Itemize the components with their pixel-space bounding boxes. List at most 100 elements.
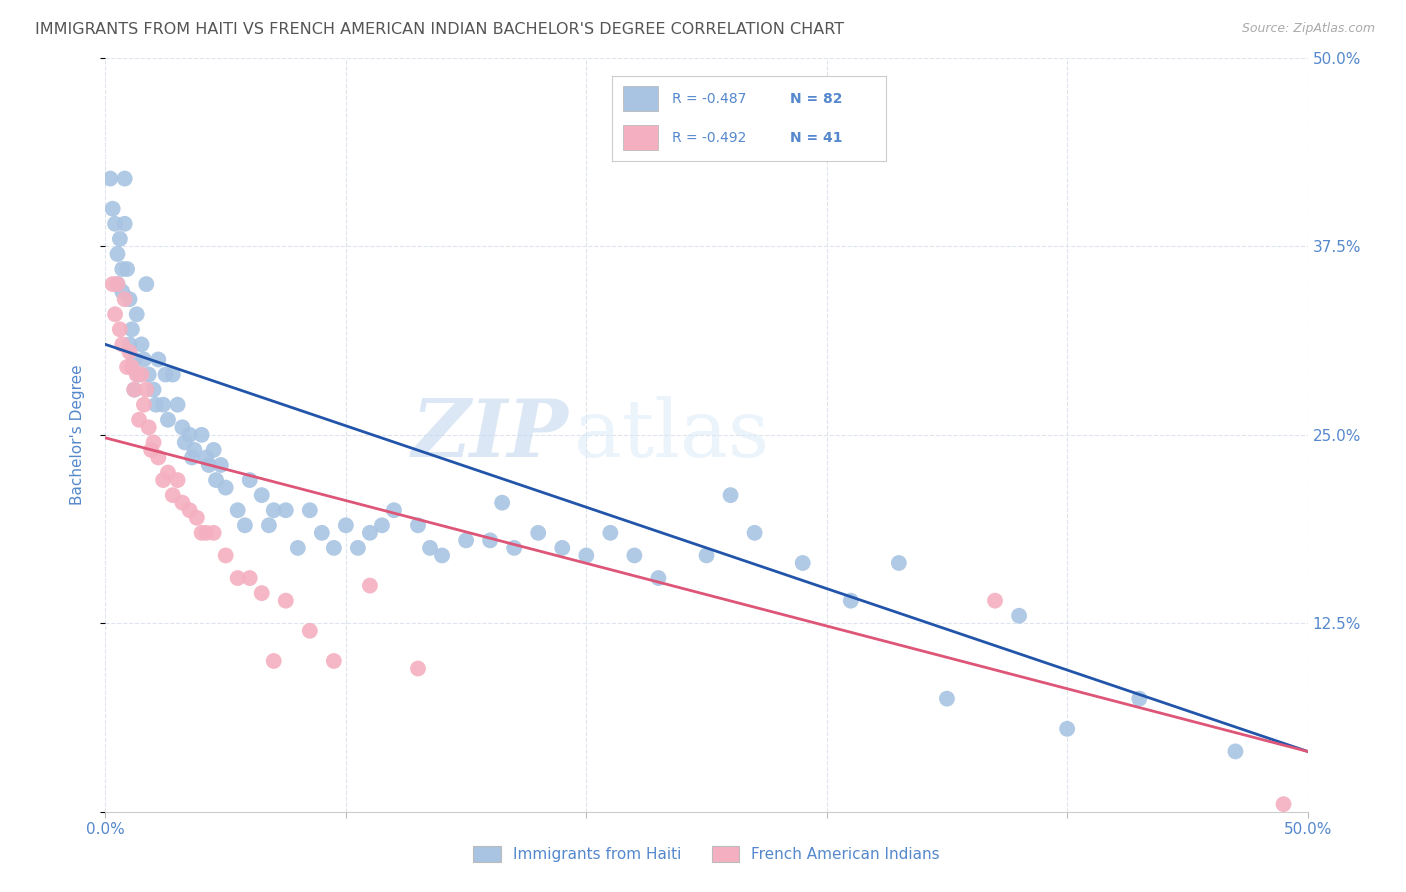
Point: [190, 525, 212, 540]
Point: [250, 488, 273, 502]
Point: [111, 337, 134, 351]
Point: [335, 518, 357, 533]
Point: [274, 593, 297, 607]
Point: [186, 510, 208, 524]
Point: [936, 691, 959, 706]
Text: atlas: atlas: [574, 396, 769, 474]
Point: [148, 352, 170, 367]
Point: [148, 450, 170, 465]
Point: [322, 654, 344, 668]
Legend: Immigrants from Haiti, French American Indians: Immigrants from Haiti, French American I…: [467, 840, 946, 868]
Point: [118, 345, 141, 359]
Point: [98, 171, 121, 186]
Point: [1008, 608, 1031, 623]
Point: [152, 398, 174, 412]
Point: [156, 466, 179, 480]
Text: Source: ZipAtlas.com: Source: ZipAtlas.com: [1241, 22, 1375, 36]
Point: [839, 593, 862, 607]
Point: [359, 525, 381, 540]
Point: [131, 368, 153, 382]
Text: R = -0.492: R = -0.492: [672, 131, 747, 145]
Point: [138, 420, 160, 434]
Text: R = -0.487: R = -0.487: [672, 92, 747, 105]
Text: N = 41: N = 41: [790, 131, 842, 145]
Point: [195, 525, 218, 540]
Point: [792, 556, 814, 570]
Point: [298, 624, 321, 638]
Point: [101, 202, 124, 216]
Point: [1272, 797, 1295, 812]
Point: [181, 450, 204, 465]
Point: [623, 549, 645, 563]
Point: [128, 413, 150, 427]
Point: [142, 383, 165, 397]
Point: [311, 525, 333, 540]
Point: [131, 337, 153, 351]
Point: [190, 428, 212, 442]
Point: [172, 420, 194, 434]
Point: [111, 262, 134, 277]
Point: [101, 277, 124, 292]
Point: [107, 247, 129, 261]
Point: [135, 383, 157, 397]
Point: [155, 368, 177, 382]
Point: [142, 435, 165, 450]
Point: [121, 322, 143, 336]
Point: [1056, 722, 1078, 736]
Point: [115, 262, 138, 277]
Point: [162, 488, 184, 502]
Point: [239, 571, 262, 585]
Point: [173, 435, 195, 450]
Text: N = 82: N = 82: [790, 92, 842, 105]
Point: [575, 549, 598, 563]
Point: [359, 579, 381, 593]
Point: [419, 541, 441, 555]
Point: [239, 473, 262, 487]
Point: [115, 359, 138, 374]
Y-axis label: Bachelor's Degree: Bachelor's Degree: [70, 365, 84, 505]
Point: [226, 503, 249, 517]
Point: [124, 383, 146, 397]
Point: [107, 277, 129, 292]
Point: [257, 518, 280, 533]
Point: [104, 307, 127, 321]
Point: [111, 285, 134, 299]
Point: [118, 337, 141, 351]
Point: [274, 503, 297, 517]
Point: [145, 398, 167, 412]
Point: [371, 518, 394, 533]
Point: [298, 503, 321, 517]
Point: [172, 496, 194, 510]
Bar: [623, 86, 658, 112]
Point: [430, 549, 453, 563]
Point: [179, 503, 201, 517]
Point: [696, 549, 718, 563]
Point: [479, 533, 502, 548]
Point: [233, 518, 256, 533]
Point: [135, 277, 157, 292]
Text: ZIP: ZIP: [412, 396, 568, 474]
Point: [114, 292, 136, 306]
Point: [887, 556, 910, 570]
Point: [132, 398, 155, 412]
Point: [124, 352, 146, 367]
Point: [214, 481, 236, 495]
Bar: [623, 125, 658, 151]
Point: [139, 442, 162, 457]
Text: IMMIGRANTS FROM HAITI VS FRENCH AMERICAN INDIAN BACHELOR'S DEGREE CORRELATION CH: IMMIGRANTS FROM HAITI VS FRENCH AMERICAN…: [35, 22, 844, 37]
Point: [162, 368, 184, 382]
Point: [322, 541, 344, 555]
Point: [984, 593, 1007, 607]
Point: [152, 473, 174, 487]
Point: [166, 398, 188, 412]
Point: [454, 533, 477, 548]
Point: [132, 352, 155, 367]
Point: [226, 571, 249, 585]
Point: [287, 541, 309, 555]
Point: [125, 368, 148, 382]
Point: [406, 518, 429, 533]
Point: [121, 359, 143, 374]
Point: [503, 541, 526, 555]
Point: [124, 383, 146, 397]
Point: [202, 525, 225, 540]
